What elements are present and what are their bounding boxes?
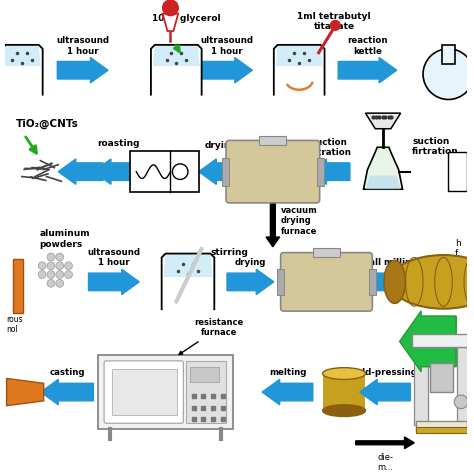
FancyBboxPatch shape	[104, 361, 183, 423]
Bar	[112, 369, 176, 416]
Polygon shape	[365, 175, 401, 189]
FancyArrow shape	[58, 159, 103, 184]
Polygon shape	[364, 147, 402, 189]
Text: ultrasound
1 hour: ultrasound 1 hour	[56, 36, 109, 55]
Bar	[190, 367, 219, 383]
FancyArrow shape	[227, 269, 274, 294]
Bar	[442, 45, 455, 64]
Ellipse shape	[384, 260, 405, 303]
Polygon shape	[4, 46, 41, 66]
FancyArrow shape	[309, 159, 350, 184]
Bar	[277, 269, 283, 295]
Circle shape	[38, 262, 46, 270]
FancyBboxPatch shape	[130, 151, 199, 192]
FancyArrow shape	[41, 379, 93, 405]
Circle shape	[47, 262, 55, 270]
Circle shape	[47, 271, 55, 278]
Polygon shape	[163, 14, 178, 31]
Text: drying: drying	[205, 141, 237, 150]
Bar	[369, 269, 376, 295]
Bar	[412, 334, 471, 347]
Bar	[259, 136, 286, 146]
Text: roasting: roasting	[98, 139, 140, 148]
FancyArrow shape	[266, 195, 280, 247]
Text: aluminum
powders: aluminum powders	[40, 229, 91, 249]
Text: vacuum
drying
furnace: vacuum drying furnace	[281, 206, 318, 236]
FancyArrow shape	[356, 437, 414, 449]
Text: ball milling: ball milling	[363, 258, 417, 267]
Text: stirring: stirring	[210, 247, 248, 256]
Bar	[448, 152, 467, 191]
Text: 1ml tetrabutyl
titanate: 1ml tetrabutyl titanate	[298, 12, 371, 31]
Circle shape	[47, 253, 55, 261]
Circle shape	[330, 20, 340, 30]
FancyArrow shape	[89, 269, 139, 294]
Text: melting: melting	[269, 368, 306, 377]
Text: h
f: h f	[455, 239, 461, 258]
Circle shape	[163, 0, 178, 16]
Text: die-
m...: die- m...	[377, 453, 393, 472]
Polygon shape	[323, 374, 365, 410]
Text: cold-pressing: cold-pressing	[352, 368, 418, 377]
Ellipse shape	[323, 368, 365, 380]
Text: casting: casting	[49, 368, 85, 377]
Bar	[186, 361, 226, 423]
Bar	[457, 347, 471, 425]
Bar	[98, 355, 233, 429]
Text: drying: drying	[235, 258, 266, 267]
FancyArrow shape	[93, 159, 144, 184]
Circle shape	[56, 280, 64, 287]
Circle shape	[423, 49, 474, 100]
Circle shape	[56, 271, 64, 278]
Polygon shape	[276, 46, 323, 66]
Circle shape	[47, 280, 55, 287]
Bar	[13, 259, 23, 312]
Bar	[414, 347, 428, 425]
Circle shape	[64, 262, 73, 270]
Circle shape	[64, 271, 73, 278]
Text: ultrasound
1 hour: ultrasound 1 hour	[87, 248, 140, 267]
Text: ultrasound
1 hour: ultrasound 1 hour	[201, 36, 254, 55]
FancyArrow shape	[360, 379, 410, 405]
Polygon shape	[7, 378, 44, 406]
Text: TiO₂@CNTs: TiO₂@CNTs	[16, 118, 79, 129]
FancyBboxPatch shape	[281, 253, 372, 311]
Text: 10ml glycerol: 10ml glycerol	[152, 14, 220, 23]
Bar	[317, 157, 324, 186]
Bar	[430, 363, 453, 392]
Ellipse shape	[390, 255, 474, 309]
Polygon shape	[365, 113, 401, 129]
Circle shape	[56, 253, 64, 261]
Circle shape	[454, 395, 468, 409]
Text: resistance
furnace: resistance furnace	[179, 318, 244, 355]
Bar	[313, 248, 340, 257]
Polygon shape	[153, 46, 200, 66]
FancyArrow shape	[400, 311, 456, 372]
Bar	[416, 427, 467, 433]
FancyArrow shape	[262, 379, 313, 405]
Circle shape	[56, 262, 64, 270]
FancyArrow shape	[201, 57, 252, 83]
Text: rous
nol: rous nol	[7, 315, 23, 335]
Text: suction
firtration: suction firtration	[307, 137, 352, 157]
Polygon shape	[164, 255, 212, 277]
FancyArrow shape	[199, 159, 244, 184]
Text: suction
firtration: suction firtration	[412, 137, 459, 156]
Text: reaction
kettle: reaction kettle	[347, 36, 388, 55]
FancyArrow shape	[338, 57, 397, 83]
Ellipse shape	[323, 405, 365, 417]
FancyArrow shape	[367, 269, 412, 294]
Circle shape	[38, 271, 46, 278]
Bar	[416, 421, 467, 431]
Bar	[222, 157, 229, 186]
FancyBboxPatch shape	[226, 140, 319, 203]
FancyArrow shape	[57, 57, 108, 83]
